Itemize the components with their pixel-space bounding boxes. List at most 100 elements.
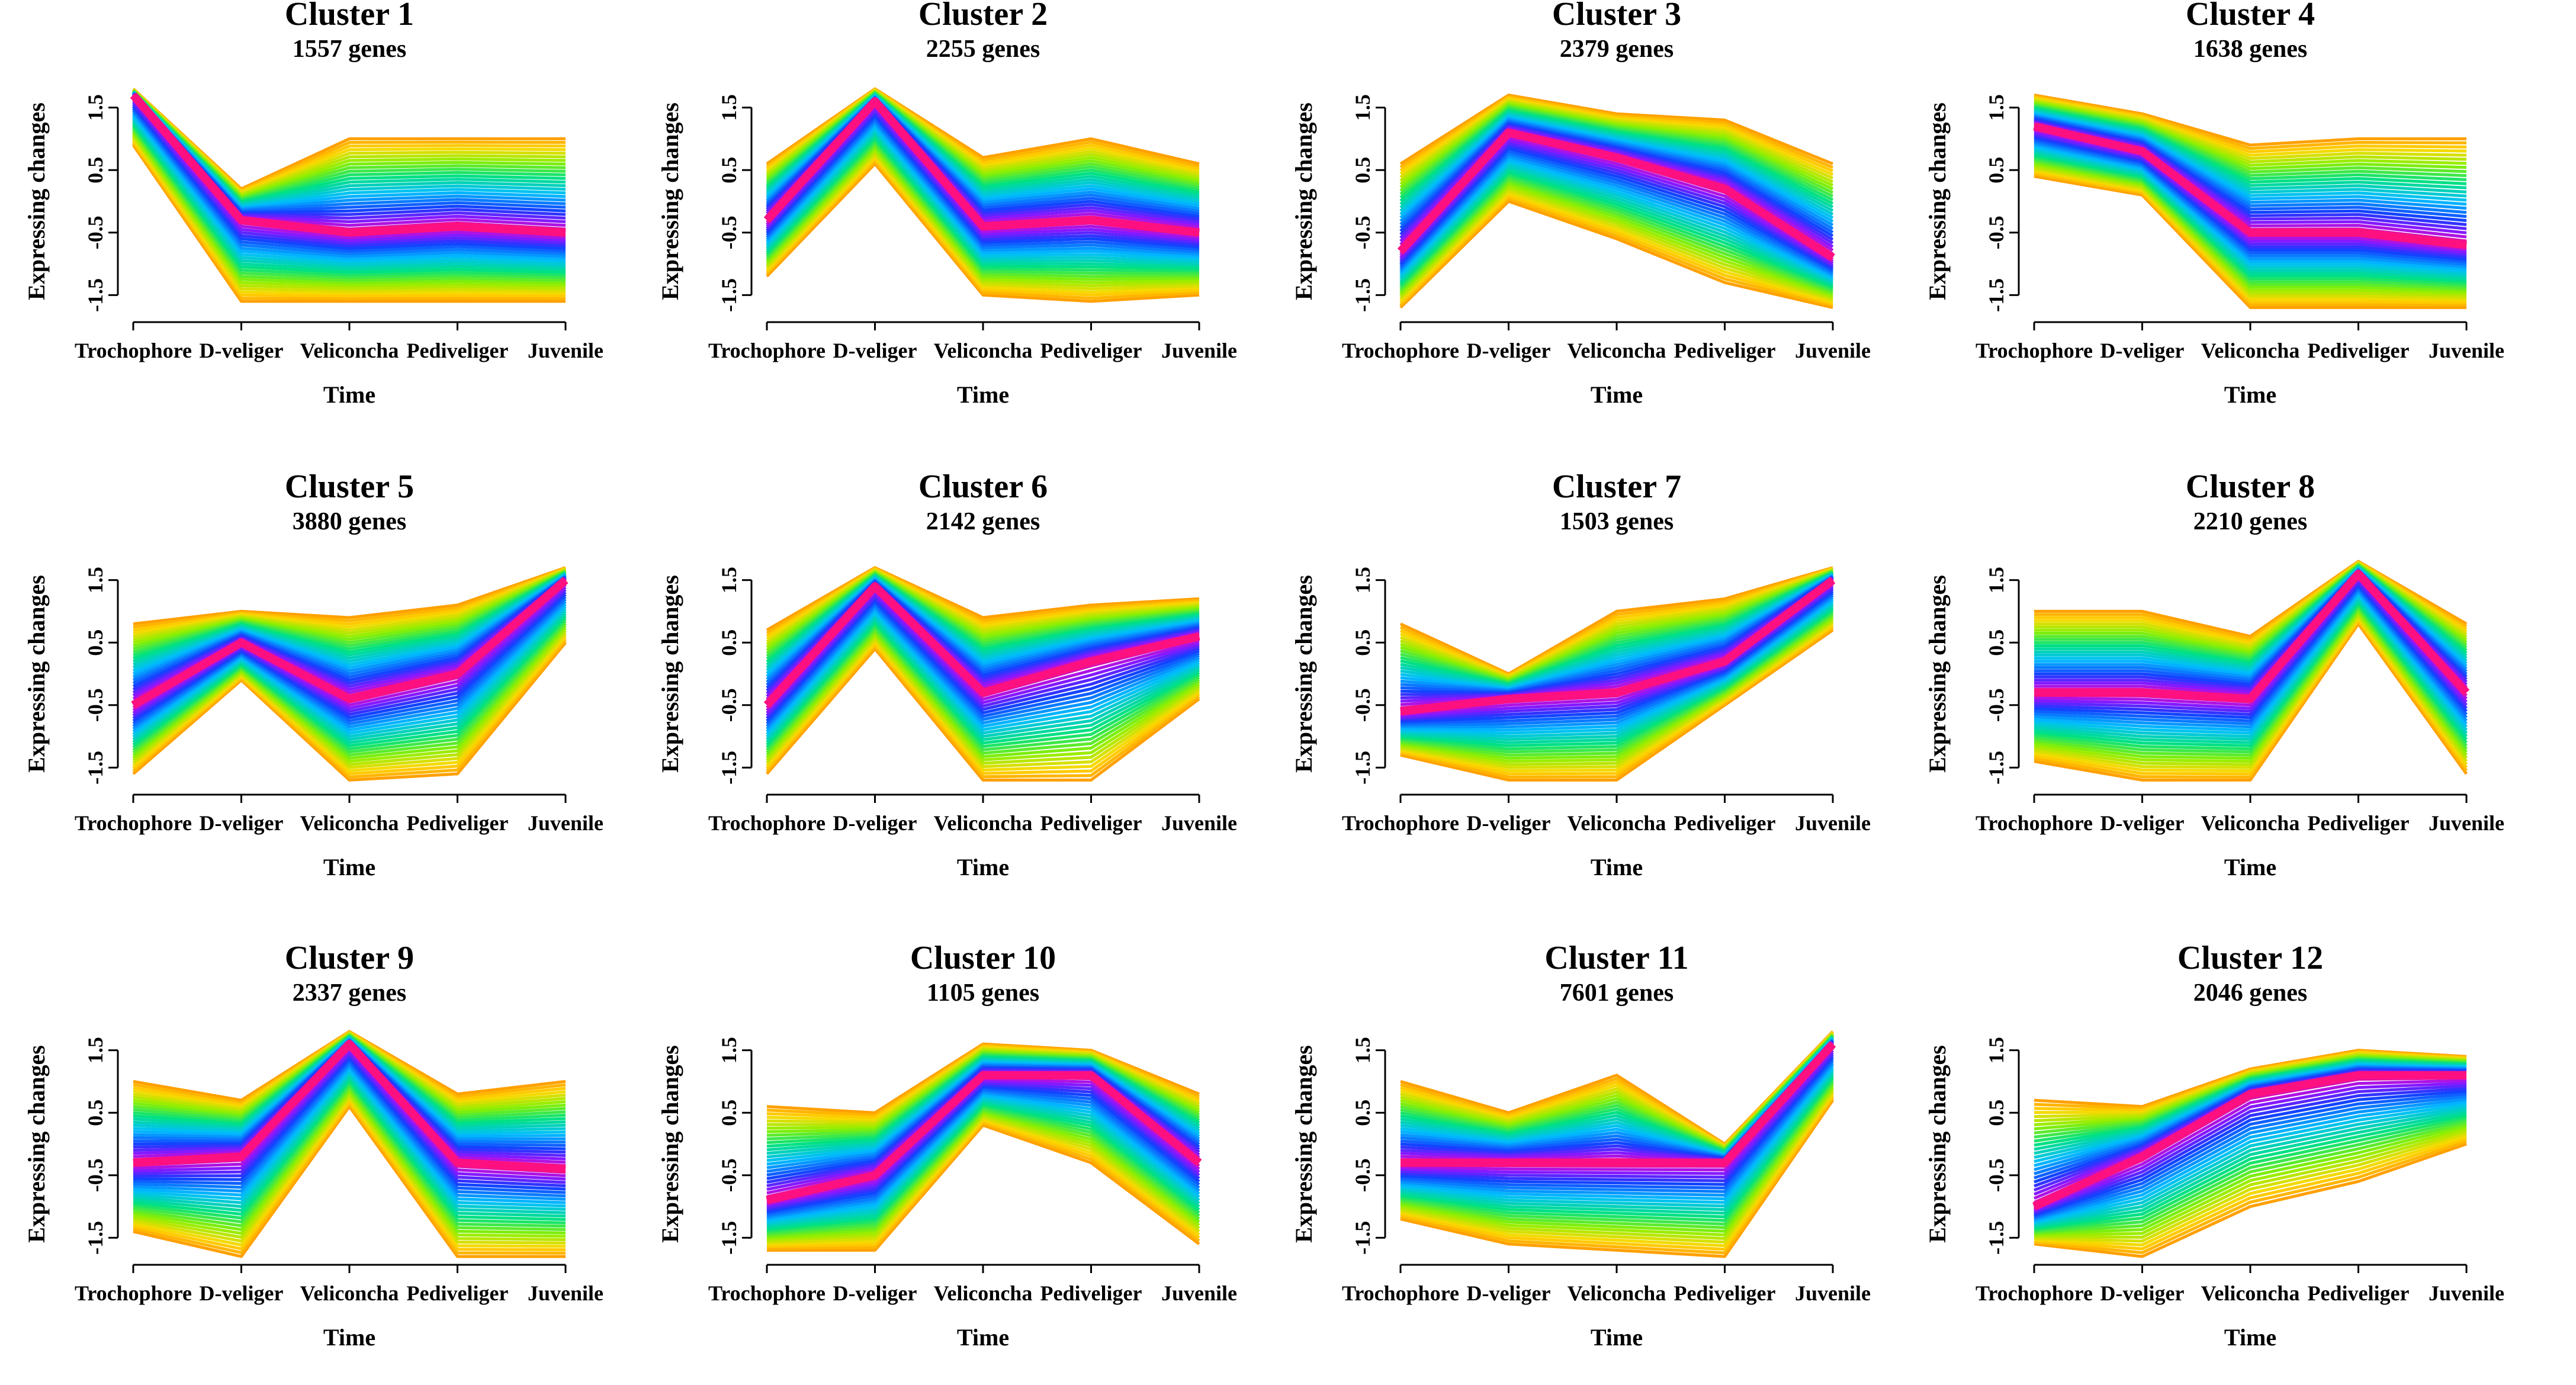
gene-line	[2034, 578, 2468, 710]
gene-line	[133, 1074, 566, 1214]
gene-line	[2034, 138, 2467, 263]
gene-line	[766, 140, 1200, 275]
gene-line	[133, 573, 567, 673]
gene-line	[1400, 1060, 1834, 1193]
gene-line	[2034, 1092, 2467, 1218]
y-tick-label: 0.5	[717, 1100, 741, 1126]
gene-line	[132, 115, 566, 263]
gene-line	[132, 576, 567, 688]
gene-line	[1399, 168, 1833, 286]
gene-line	[766, 604, 1200, 728]
y-tick-label: -1.5	[1984, 278, 2008, 312]
y-tick-label: 1.5	[1351, 1037, 1374, 1063]
gene-line	[1400, 574, 1834, 691]
x-tick-label: D-veliger	[2100, 1281, 2185, 1305]
gene-line	[766, 632, 1200, 761]
x-tick-label: D-veliger	[833, 1281, 917, 1305]
x-tick-label: Trochophore	[708, 811, 826, 835]
gene-line	[1399, 192, 1833, 304]
gene-line	[2034, 171, 2467, 304]
y-tick-label: 0.5	[1984, 157, 2008, 184]
cluster-title: Cluster 6	[918, 468, 1048, 505]
x-axis: Trochophore D-veliger Veliconcha Pedivelige…	[1342, 1264, 1871, 1351]
y-tick-label: 0.5	[83, 629, 107, 656]
cluster-gene-count: 2210 genes	[2193, 508, 2308, 535]
gene-line	[2034, 163, 2467, 295]
gene-line	[132, 107, 566, 253]
gene-line	[1399, 139, 1834, 265]
gene-line	[766, 647, 1200, 782]
cluster-panel-11: Cluster 11 7601 genes 1.5 0.5 -0.5 -1.5 Expres…	[1290, 940, 1871, 1351]
y-axis: 1.5 0.5 -0.5 -1.5 Expressing changes	[23, 94, 119, 312]
y-tick-label: -1.5	[1351, 1221, 1374, 1255]
gene-line	[1400, 570, 1833, 683]
y-tick-label: -0.5	[1351, 216, 1374, 249]
gene-line	[133, 1052, 566, 1184]
gene-line	[766, 609, 1200, 733]
gene-line	[1400, 568, 1833, 679]
y-tick-label: -1.5	[1984, 751, 2008, 785]
gene-line	[2034, 1090, 2467, 1217]
y-tick-label: 1.5	[83, 567, 107, 593]
x-tick-label: Pediveliger	[1674, 339, 1776, 362]
expression-lines	[1397, 94, 1835, 309]
gene-line	[132, 105, 566, 250]
x-axis-label: Time	[1591, 1324, 1643, 1351]
gene-line	[132, 104, 566, 248]
gene-line	[2034, 175, 2466, 309]
gene-line	[1399, 104, 1834, 191]
x-tick-label: Juvenile	[1795, 1281, 1871, 1305]
gene-line	[133, 1057, 566, 1191]
y-tick-label: 0.5	[1984, 629, 2008, 656]
x-axis-label: Time	[957, 854, 1009, 881]
x-tick-label: Veliconcha	[1568, 339, 1666, 362]
cluster-centroid-line	[2033, 122, 2467, 249]
gene-line	[1399, 200, 1833, 309]
gene-line	[1400, 1047, 1834, 1172]
cluster-centroid-line	[1397, 128, 1835, 261]
gene-line	[2034, 130, 2467, 254]
x-tick-label: D-veliger	[2100, 811, 2185, 835]
x-tick-label: D-veliger	[2100, 339, 2185, 362]
y-tick-label: -1.5	[1351, 751, 1374, 785]
cluster-centroid-line	[130, 92, 566, 237]
x-tick-label: Veliconcha	[300, 339, 399, 362]
x-tick-label: Pediveliger	[1674, 1281, 1776, 1305]
gene-line	[1399, 165, 1833, 284]
y-axis: 1.5 0.5 -0.5 -1.5 Expressing changes	[657, 567, 753, 785]
gene-line	[2034, 592, 2468, 732]
gene-line	[766, 597, 1200, 719]
gene-line	[1399, 114, 1834, 216]
y-tick-label: 1.5	[1351, 94, 1374, 121]
x-tick-label: Veliconcha	[2201, 811, 2300, 835]
gene-line	[1400, 1082, 1835, 1229]
cluster-panel-7: Cluster 7 1503 genes 1.5 0.5 -0.5 -1.5 Express…	[1290, 468, 1871, 881]
gene-line	[1399, 155, 1834, 277]
gene-line	[766, 143, 1200, 278]
gene-line	[766, 155, 1200, 294]
cluster-gene-count: 7601 genes	[1560, 979, 1674, 1007]
x-tick-label: Pediveliger	[1040, 1281, 1142, 1305]
gene-line	[1399, 149, 1834, 272]
gene-line	[1399, 119, 1834, 230]
gene-line	[766, 131, 1200, 266]
gene-line	[133, 571, 567, 657]
x-tick-label: Pediveliger	[407, 1281, 509, 1305]
y-axis: 1.5 0.5 -0.5 -1.5 Expressing changes	[1924, 94, 2020, 312]
x-tick-label: Veliconcha	[2201, 339, 2300, 362]
gene-line	[1399, 95, 1833, 169]
gene-line	[1400, 573, 1834, 689]
gene-line	[133, 569, 567, 644]
y-tick-label: -0.5	[83, 1158, 107, 1192]
gene-line	[1400, 1062, 1834, 1197]
cluster-panel-6: Cluster 6 2142 genes 1.5 0.5 -0.5 -1.5 Express…	[657, 468, 1237, 881]
gene-line	[766, 599, 1200, 722]
gene-line	[2034, 1081, 2467, 1213]
gene-line	[1400, 567, 1833, 677]
gene-line	[766, 119, 1200, 253]
cluster-panel-3: Cluster 3 2379 genes 1.5 0.5 -0.5 -1.5 Express…	[1290, 0, 1871, 408]
gene-line	[2034, 1095, 2467, 1220]
y-tick-label: 1.5	[1351, 567, 1374, 593]
gene-line	[2034, 1129, 2467, 1239]
